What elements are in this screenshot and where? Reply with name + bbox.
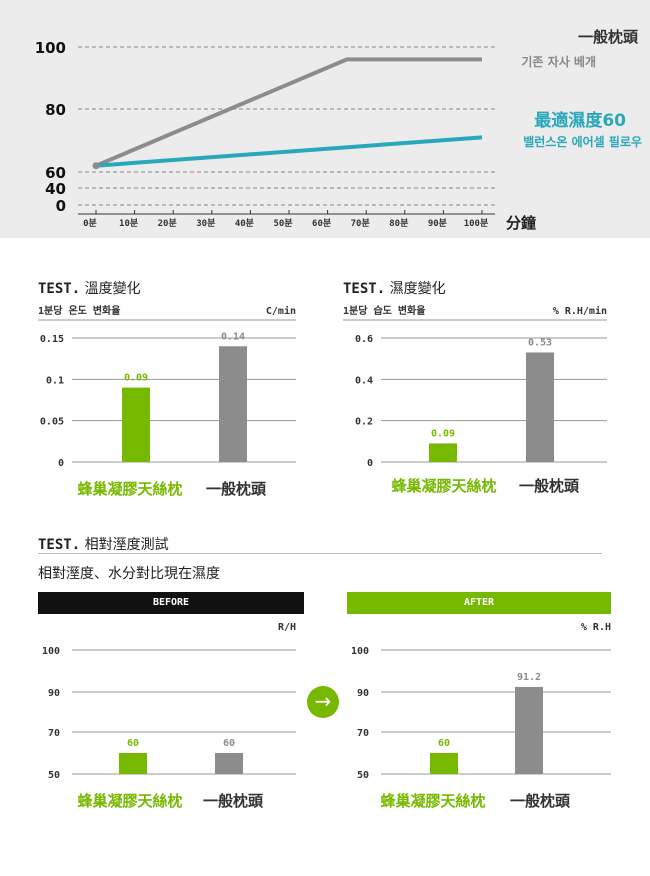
value-label: 0.09 (124, 373, 148, 384)
test3-subtitle: 相對溼度、水分對比現在濕度 (38, 566, 220, 582)
y-tick-label: 100 (42, 646, 60, 657)
test1-prefix: TEST. (38, 281, 81, 297)
series-line-regular (95, 57, 482, 168)
x-tick-label: 40분 (235, 218, 254, 229)
series-sub-optimal: 밸런스온 에어셀 필로우 (523, 134, 642, 149)
before-bar-chart: R/H 100 90 70 50 60 蜂巢凝膠天絲枕 60 一般枕頭 (42, 622, 296, 810)
test3-underline (38, 553, 602, 554)
bar-regular-pillow (515, 686, 543, 774)
series-line-optimal (95, 135, 483, 168)
y-tick-label: 0.05 (40, 417, 64, 428)
humidity-bar-chart: 1분당 습도 변화율 % R.H/min 0.6 0.4 0.2 0 0.09 蜂巢凝膠天絲枕… (343, 304, 607, 495)
series-name-optimal: 最適濕度60 (534, 110, 626, 131)
before-header: BEFORE (38, 592, 304, 614)
category-label: 蜂巢凝膠天絲枕 (77, 480, 182, 498)
test2-prefix: TEST. (343, 281, 386, 297)
x-tick-label: 30분 (196, 218, 215, 229)
y-tick-label: 90 (357, 688, 369, 699)
y-tick-label: 60 (45, 164, 66, 182)
y-tick-label: 100 (35, 39, 66, 57)
test2-title: TEST. 濕度變化 (343, 278, 446, 298)
y-tick-label: 0.1 (46, 375, 64, 386)
bar-regular-pillow (215, 753, 243, 774)
unit-label: % R.H/min (553, 305, 607, 317)
test3-prefix: TEST. (38, 537, 81, 553)
test1-title: TEST. 溫度變化 (38, 278, 141, 298)
category-label: 一般枕頭 (519, 477, 580, 495)
category-label: 一般枕頭 (510, 792, 571, 810)
value-label: 60 (223, 738, 235, 749)
x-tick-label: 10분 (119, 218, 138, 229)
test3-name: 相對溼度測試 (84, 537, 169, 553)
bar-regular-pillow (526, 352, 554, 462)
x-tick-label: 90분 (428, 218, 447, 229)
y-tick-label: 0.2 (355, 417, 373, 428)
bar-honeycomb-pillow (119, 753, 147, 774)
value-label: 0.09 (431, 428, 455, 439)
x-tick-label: 0분 (83, 218, 97, 229)
unit-label: C/min (266, 305, 296, 317)
y-tick-label: 0.4 (355, 375, 373, 386)
x-tick-label: 80분 (389, 218, 408, 229)
series-sub-regular: 기존 자사 베개 (521, 54, 596, 69)
y-tick-label: 0 (367, 458, 373, 469)
category-label: 一般枕頭 (206, 480, 267, 498)
category-label: 蜂巢凝膠天絲枕 (391, 477, 496, 495)
value-label: 91.2 (517, 672, 541, 683)
after-bar-chart: % R.H 100 90 70 50 60 蜂巢凝膠天絲枕 91.2 一般枕頭 (351, 622, 611, 810)
series-start-point (92, 162, 100, 170)
value-label: 60 (438, 738, 450, 749)
unit-label: % R.H (581, 622, 611, 633)
top-chart-panel: 100 80 60 40 0 0분 10분 20분 30분 40분 50분 60분 70분 80분 90분 1… (0, 0, 650, 238)
x-tick-label: 50분 (273, 218, 292, 229)
arrow-right-icon: → (307, 686, 339, 718)
test2-name: 濕度變化 (389, 281, 446, 297)
y-tick-label: 90 (48, 688, 60, 699)
y-tick-label: 0 (56, 197, 66, 215)
y-tick-label: 0 (58, 458, 64, 469)
unit-label: R/H (278, 622, 296, 633)
category-label: 蜂巢凝膠天絲枕 (380, 792, 485, 810)
x-tick-label: 60분 (312, 218, 331, 229)
y-tick-label: 0.6 (355, 334, 373, 345)
value-label: 60 (127, 738, 139, 749)
value-label: 0.14 (221, 331, 245, 342)
y-axis-label: 1분당 온도 변화율 (38, 304, 120, 317)
x-tick-label: 70분 (351, 218, 370, 229)
value-label: 0.53 (528, 337, 552, 348)
y-tick-label: 70 (357, 728, 369, 739)
bar-honeycomb-pillow (430, 753, 458, 774)
y-tick-label: 40 (45, 180, 66, 198)
x-tick-label: 20분 (158, 218, 177, 229)
temperature-bar-chart: 1분당 온도 변화율 C/min 0.15 0.1 0.05 0 0.09 蜂巢凝膠天絲枕 0.… (38, 304, 296, 498)
y-tick-label: 50 (48, 770, 60, 781)
y-axis-label: 1분당 습도 변화율 (343, 304, 425, 317)
x-unit-label: 分鐘 (506, 214, 536, 232)
y-tick-label: 0.15 (40, 334, 64, 345)
test3-title: TEST. 相對溼度測試 (38, 534, 169, 554)
x-tick-label: 100분 (464, 218, 489, 229)
series-name-regular: 一般枕頭 (578, 28, 639, 46)
category-label: 一般枕頭 (203, 792, 264, 810)
bar-honeycomb-pillow (122, 387, 150, 462)
bar-regular-pillow (219, 346, 247, 462)
bar-honeycomb-pillow (429, 443, 457, 462)
test1-name: 溫度變化 (84, 281, 141, 297)
category-label: 蜂巢凝膠天絲枕 (77, 792, 182, 810)
y-tick-label: 70 (48, 728, 60, 739)
y-tick-label: 80 (45, 101, 66, 119)
after-header: AFTER (347, 592, 611, 614)
y-tick-label: 100 (351, 646, 369, 657)
y-tick-label: 50 (357, 770, 369, 781)
